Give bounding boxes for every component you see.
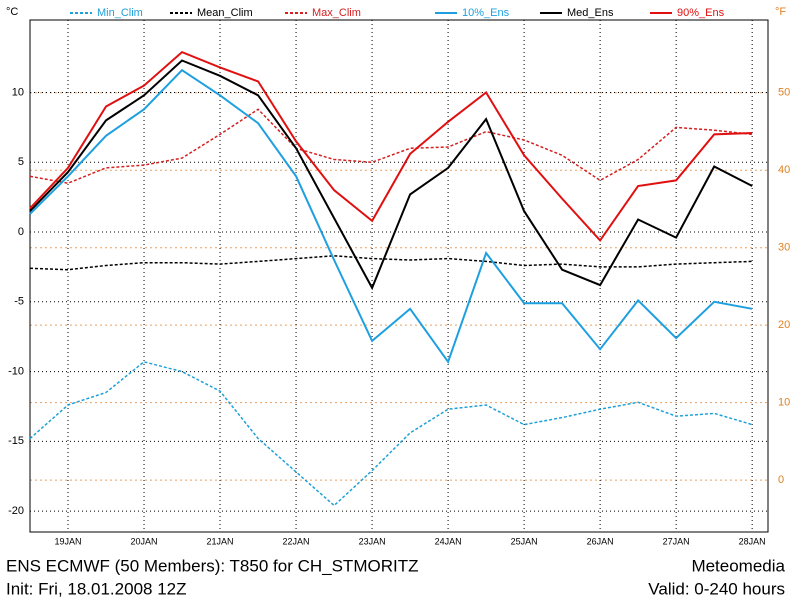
- series-line: [29, 255, 753, 271]
- x-tick-label: 24JAN: [435, 536, 462, 546]
- y2-tick-label: 20: [778, 319, 790, 331]
- valid-range: Valid: 0-240 hours: [648, 579, 785, 598]
- y2-tick-label: 10: [778, 397, 790, 409]
- plot-frame: [29, 19, 769, 533]
- legend-label: Med_Ens: [567, 7, 614, 19]
- legend-label: Min_Clim: [97, 7, 143, 19]
- y2-tick-label: 0: [778, 474, 784, 486]
- legend-label: 90%_Ens: [677, 7, 725, 19]
- x-tick-label: 19JAN: [55, 536, 82, 546]
- series-line: [29, 108, 753, 184]
- source: Meteomedia: [691, 556, 785, 575]
- y-tick-label: 10: [12, 86, 24, 98]
- chart-title: ENS ECMWF (50 Members): T850 for CH_STMO…: [6, 556, 418, 575]
- x-tick-label: 21JAN: [207, 536, 234, 546]
- series-line: [29, 360, 753, 507]
- y-tick-label: -15: [8, 435, 24, 447]
- y-tick-label: -10: [8, 365, 24, 377]
- x-tick-label: 22JAN: [283, 536, 310, 546]
- y2-tick-label: 30: [778, 242, 790, 254]
- y-tick-label: 0: [18, 226, 24, 238]
- x-tick-label: 27JAN: [663, 536, 690, 546]
- y2-unit: °F: [775, 6, 786, 18]
- chart-subtitle: Init: Fri, 18.01.2008 12Z: [6, 579, 187, 598]
- y-tick-label: -20: [8, 505, 24, 517]
- y2-tick-label: 50: [778, 87, 790, 99]
- y2-tick-label: 40: [778, 164, 790, 176]
- legend-label: 10%_Ens: [462, 7, 510, 19]
- legend-label: Mean_Clim: [197, 7, 253, 19]
- legend-label: Max_Clim: [312, 7, 361, 19]
- series-line: [29, 59, 753, 291]
- y-tick-label: -5: [14, 296, 24, 308]
- y-tick-label: 5: [18, 156, 24, 168]
- series-line: [29, 68, 753, 364]
- x-tick-label: 20JAN: [131, 536, 158, 546]
- series-line: [29, 50, 753, 242]
- x-tick-label: 26JAN: [587, 536, 614, 546]
- x-tick-label: 28JAN: [739, 536, 766, 546]
- x-tick-label: 25JAN: [511, 536, 538, 546]
- y-unit: °C: [6, 6, 18, 18]
- x-tick-label: 23JAN: [359, 536, 386, 546]
